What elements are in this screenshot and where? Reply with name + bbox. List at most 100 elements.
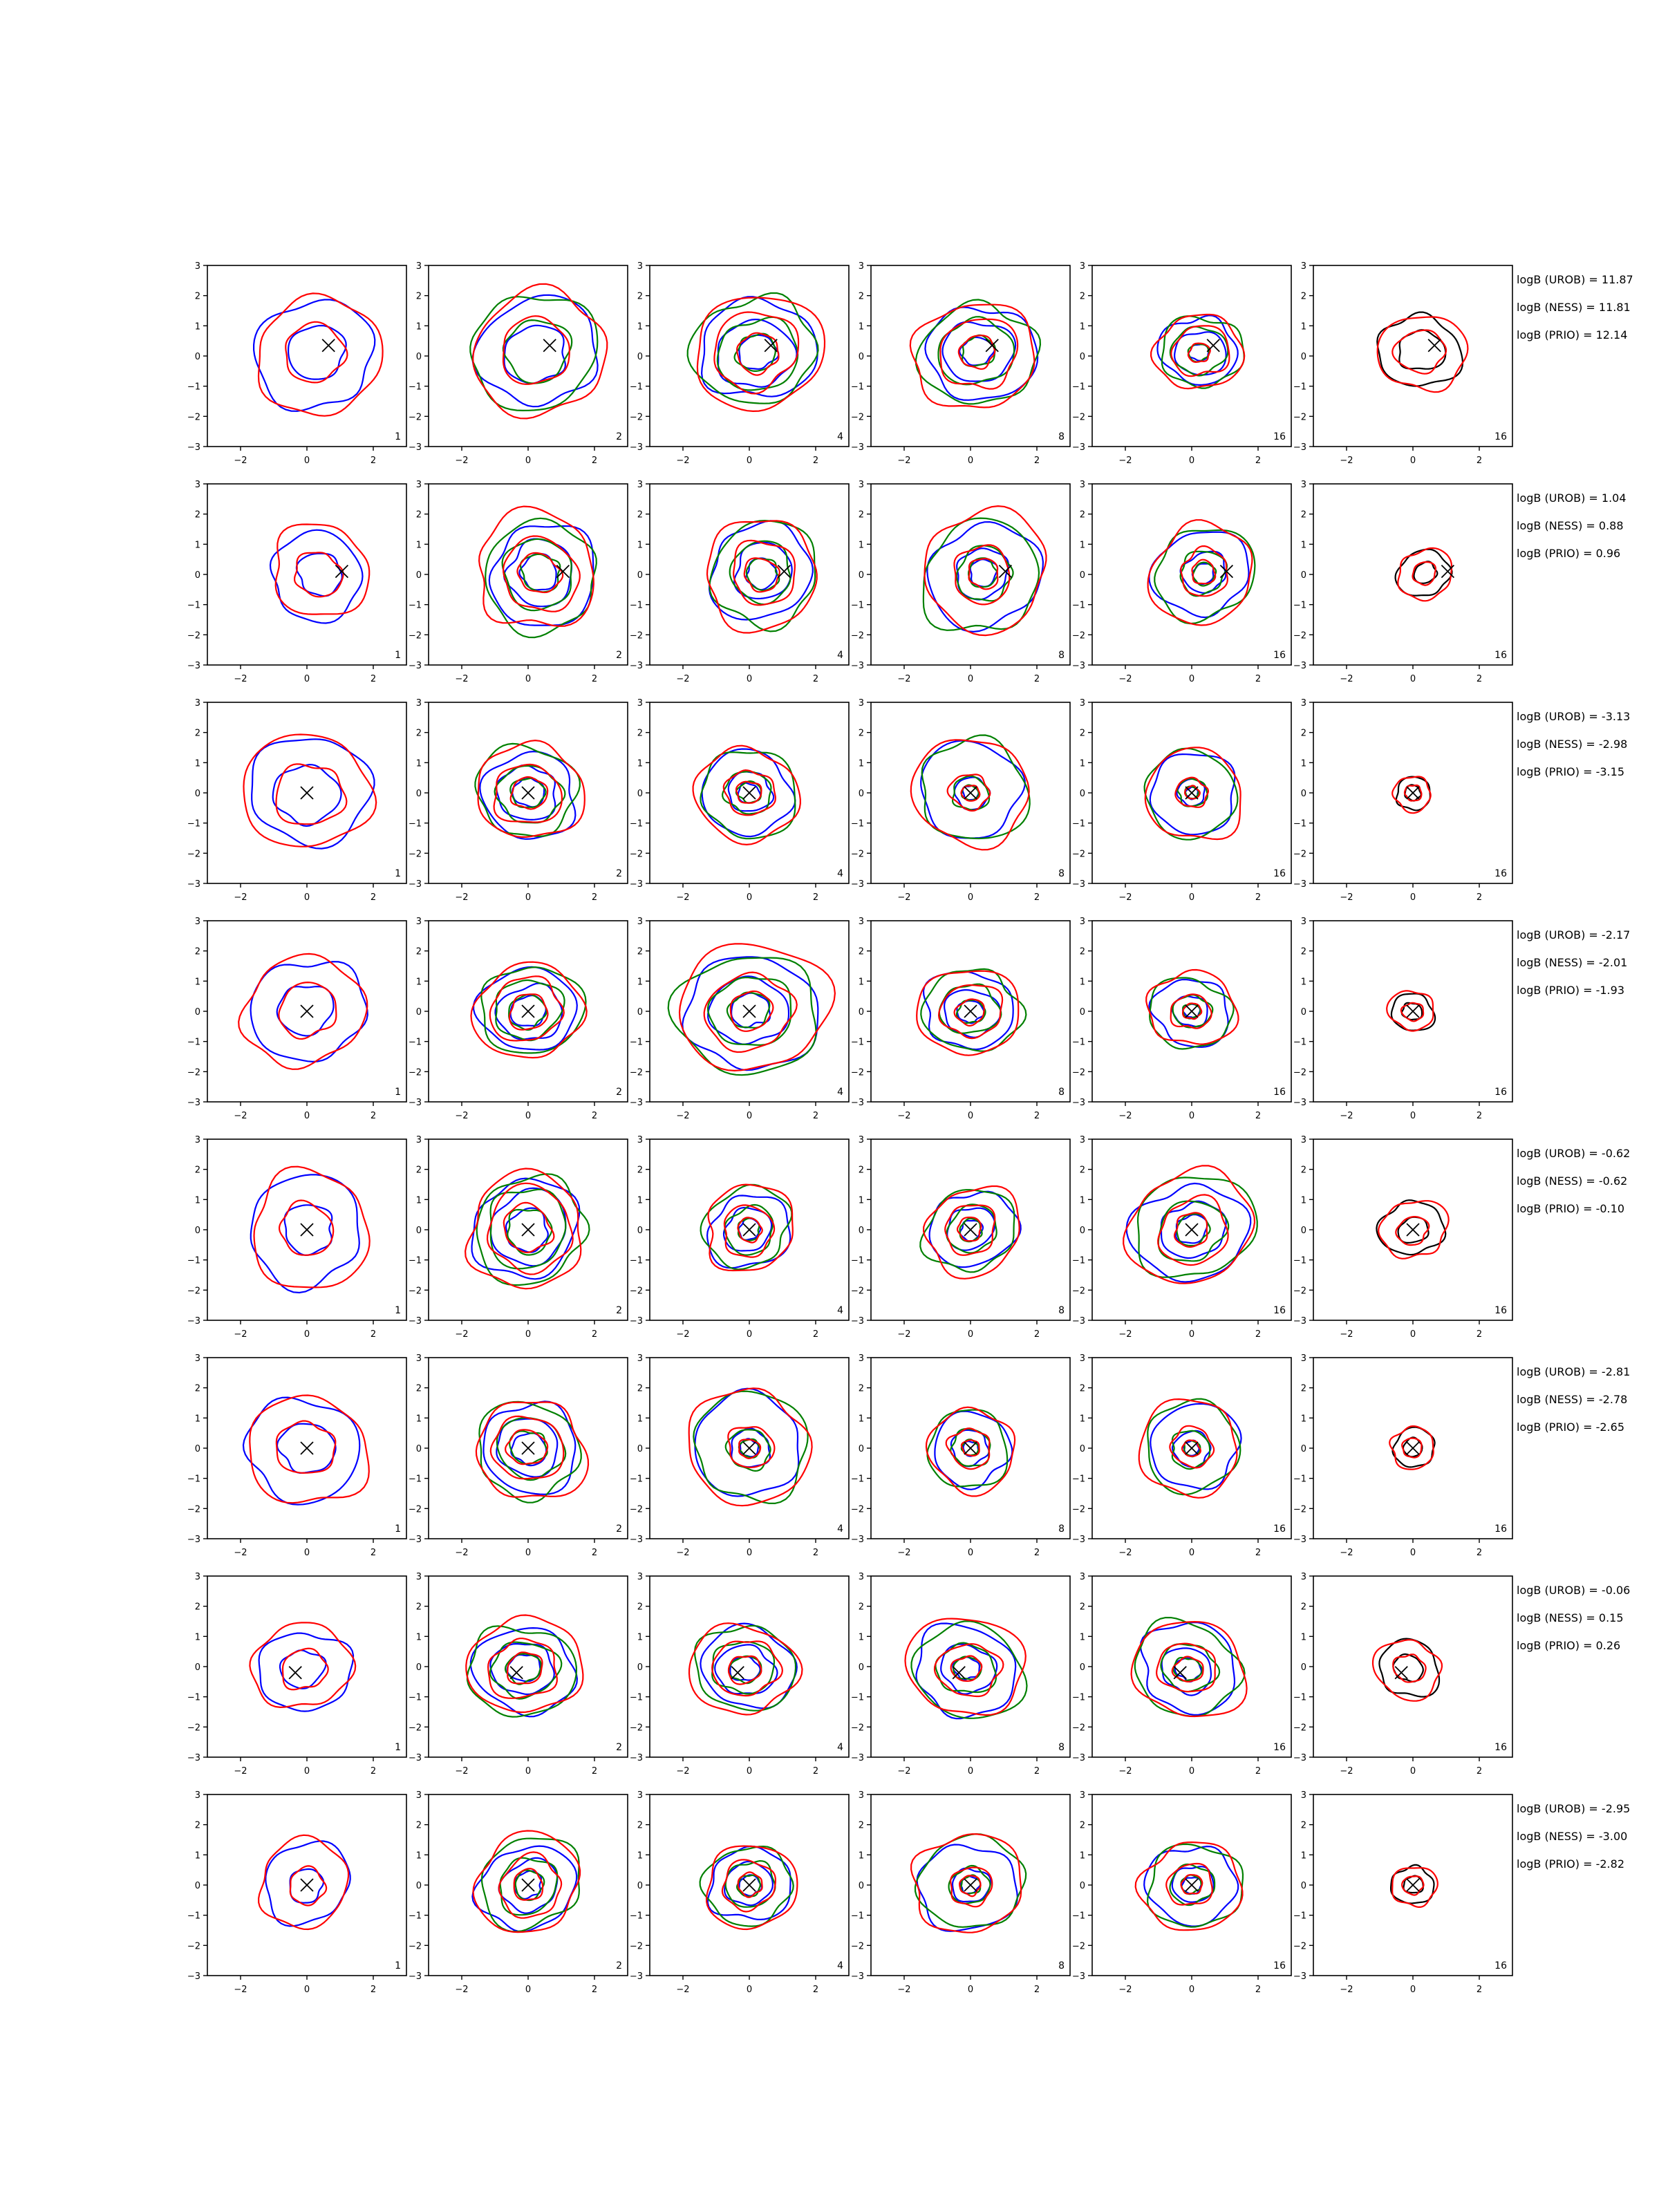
subplot-panel: 3 2 1 0 −1 −2 −3 −2 0 2 16 — [1072, 261, 1292, 466]
y-tick-label: 3 — [195, 698, 200, 709]
y-tick-label: 0 — [637, 789, 643, 799]
panel-label: 1 — [395, 650, 401, 661]
y-tick-label: 3 — [1080, 1572, 1085, 1582]
figure-row: 3 2 1 0 −1 −2 −3 −2 0 2 1 3 2 1 0 −1 −2 −3 −2 0 2 2 3 2 1 0 −1 −2 −3… — [187, 261, 1633, 466]
contour-line-red — [1145, 968, 1239, 1045]
x-marker — [300, 786, 314, 800]
contour-group — [686, 292, 826, 413]
contour-line-red — [737, 1871, 763, 1898]
contour-line-red — [503, 1201, 555, 1254]
contour-line-blue — [258, 1632, 355, 1712]
x-tick-label: 2 — [1255, 1548, 1261, 1558]
x-tick-label: −2 — [455, 1548, 468, 1558]
contour-line-green — [508, 993, 547, 1031]
contour-line-green — [693, 1390, 809, 1505]
x-tick-label: 0 — [525, 1548, 531, 1558]
x-tick-label: −2 — [1118, 892, 1132, 903]
contour-line-red — [289, 1865, 328, 1906]
y-tick-label: −1 — [409, 1474, 422, 1485]
panel-label: 8 — [1058, 1524, 1065, 1535]
y-tick-label: 1 — [416, 1850, 422, 1861]
y-tick-label: 1 — [859, 1414, 864, 1424]
contour-line-green — [476, 1173, 590, 1286]
y-tick-label: 2 — [1301, 947, 1306, 957]
x-tick-label: −2 — [1340, 1548, 1353, 1558]
x-tick-label: −2 — [897, 1985, 910, 1995]
contour-group — [475, 1400, 590, 1503]
panel-label: 4 — [837, 431, 843, 442]
y-tick-label: 2 — [195, 1384, 200, 1394]
contour-line-red — [713, 311, 800, 395]
panel-label: 1 — [395, 1087, 401, 1098]
y-tick-label: −3 — [1072, 1753, 1085, 1763]
x-tick-label: −2 — [676, 1766, 689, 1777]
x-tick-label: 0 — [968, 1985, 973, 1995]
subplot-panel: 3 2 1 0 −1 −2 −3 −2 0 2 8 — [851, 917, 1071, 1121]
contour-group — [1371, 1638, 1443, 1702]
y-tick-label: −1 — [187, 1911, 200, 1922]
y-tick-label: −2 — [1072, 1067, 1085, 1078]
y-tick-label: 1 — [416, 1195, 422, 1206]
axes-frame — [870, 1575, 1071, 1758]
x-tick-label: 0 — [747, 1985, 752, 1995]
axes-frame — [1091, 265, 1292, 447]
contour-group — [904, 1618, 1028, 1720]
contour-line-green — [1160, 1643, 1221, 1693]
contour-line-blue — [940, 1643, 998, 1695]
y-tick-label: −3 — [630, 1316, 643, 1327]
contour-group — [1134, 1841, 1244, 1931]
y-tick-label: 3 — [637, 917, 643, 927]
subplot-panel: 3 2 1 0 −1 −2 −3 −2 0 2 16 — [1293, 1353, 1513, 1558]
contour-line-red — [960, 785, 981, 802]
contour-line-red — [925, 1406, 1016, 1497]
y-tick-label: −1 — [630, 1474, 643, 1485]
panel-label: 4 — [837, 1087, 843, 1098]
subplot-panel: 3 2 1 0 −1 −2 −3 −2 0 2 16 — [1072, 1790, 1292, 1995]
contour-line-red — [1183, 785, 1201, 800]
contour-line-red — [1173, 1212, 1208, 1248]
y-tick-label: −1 — [409, 601, 422, 611]
contour-line-red — [703, 971, 798, 1053]
logb-stat: logB (UROB) = -0.62 — [1517, 1147, 1630, 1160]
y-tick-label: 3 — [195, 1790, 200, 1801]
y-tick-label: 2 — [1301, 1821, 1306, 1831]
y-tick-label: 2 — [859, 947, 864, 957]
y-tick-label: −2 — [851, 1723, 864, 1733]
contour-line-green — [745, 557, 780, 592]
contour-group — [238, 953, 368, 1070]
y-tick-label: 2 — [1301, 729, 1306, 739]
y-tick-label: 3 — [416, 261, 422, 272]
panel-label: 8 — [1058, 868, 1065, 879]
contour-line-red — [249, 1394, 370, 1504]
y-tick-label: −1 — [187, 1474, 200, 1485]
y-tick-label: −3 — [1293, 1971, 1306, 1982]
panel-label: 2 — [616, 431, 622, 442]
contour-line-green — [499, 1857, 559, 1916]
subplot-panel: 3 2 1 0 −1 −2 −3 −2 0 2 4 — [630, 917, 850, 1121]
y-tick-label: −1 — [851, 1911, 864, 1922]
x-tick-label: 0 — [968, 892, 973, 903]
contour-group — [1376, 311, 1469, 393]
contour-line-green — [1146, 1843, 1244, 1928]
x-marker — [300, 1878, 314, 1892]
subplot-panel: 3 2 1 0 −1 −2 −3 −2 0 2 2 — [409, 698, 628, 903]
contour-line-blue — [727, 771, 775, 812]
panel-label: 16 — [1494, 1087, 1507, 1098]
x-tick-label: 2 — [371, 1766, 376, 1777]
y-tick-label: −3 — [630, 661, 643, 671]
logb-stat: logB (NESS) = -2.01 — [1517, 956, 1627, 969]
y-tick-label: −1 — [1293, 1256, 1306, 1266]
y-tick-label: −1 — [851, 1474, 864, 1485]
y-tick-label: 1 — [1080, 1414, 1085, 1424]
contour-line-red — [275, 763, 348, 825]
y-tick-label: −3 — [1072, 442, 1085, 453]
panel-label: 8 — [1058, 1960, 1065, 1971]
y-tick-label: −3 — [187, 1098, 200, 1108]
subplot-panel: 3 2 1 0 −1 −2 −3 −2 0 2 16 — [1293, 261, 1513, 466]
panel-label: 8 — [1058, 1742, 1065, 1753]
contour-line-red — [688, 1387, 813, 1507]
y-tick-label: 3 — [195, 917, 200, 927]
x-tick-label: 2 — [813, 1111, 818, 1121]
contour-line-red — [516, 552, 564, 594]
y-tick-label: −3 — [1293, 1753, 1306, 1763]
